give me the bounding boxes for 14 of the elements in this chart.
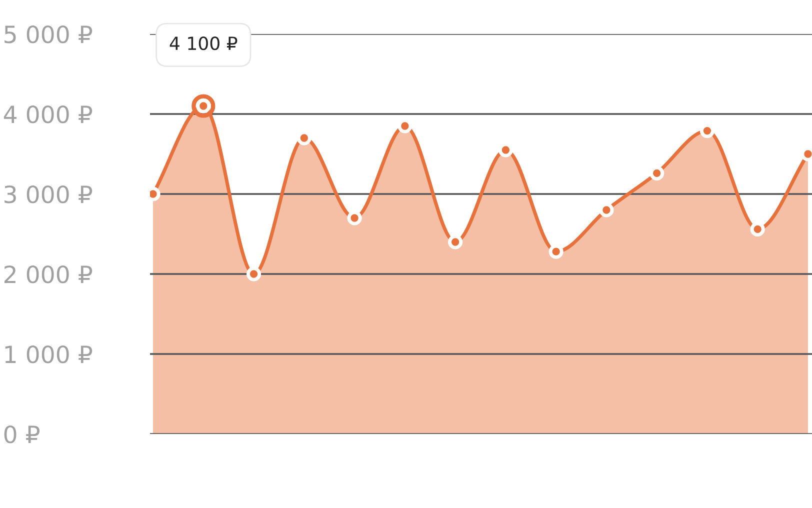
point — [599, 202, 614, 218]
point — [448, 234, 463, 250]
y-tick-label: 3 000 ₽ — [4, 185, 92, 204]
annotation: 4 100 ₽ — [170, 36, 238, 50]
y-tick-label: 2 000 ₽ — [4, 265, 92, 284]
point — [347, 210, 362, 226]
point — [548, 244, 564, 259]
y-tick-label: 5 000 ₽ — [4, 25, 92, 44]
point — [246, 266, 262, 282]
point — [750, 222, 765, 236]
y-tick-label: 4 000 ₽ — [4, 105, 92, 124]
y-tick-label: 1 000 ₽ — [5, 345, 92, 364]
y-tick-label: 0 ₽ — [4, 425, 40, 444]
point — [650, 166, 664, 180]
